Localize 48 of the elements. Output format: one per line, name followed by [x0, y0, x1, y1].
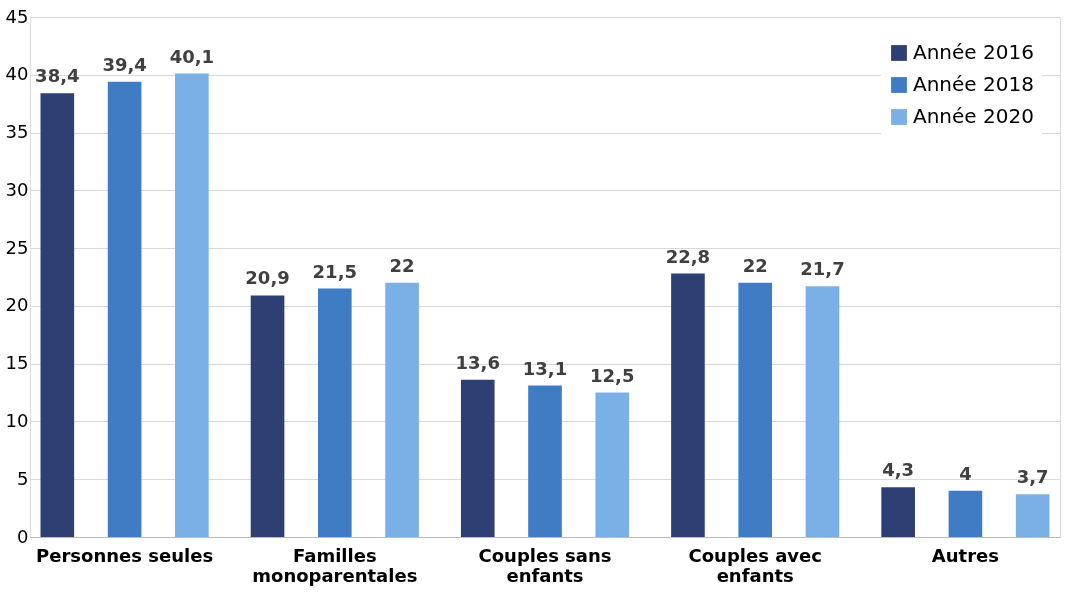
x-tick-label: Couples sans enfants	[478, 544, 612, 586]
bar	[738, 282, 773, 537]
y-tick-label: 10	[5, 409, 29, 431]
data-label: 39,4	[102, 53, 147, 75]
bar	[250, 295, 285, 537]
legend-label: Année 2020	[913, 104, 1034, 128]
data-label: 21,5	[312, 260, 358, 282]
data-label: 4	[959, 462, 972, 484]
data-label: 40,1	[169, 45, 215, 67]
bar	[317, 288, 352, 537]
y-tick-label: 20	[5, 294, 29, 316]
bar	[175, 73, 209, 537]
data-label: 20,9	[245, 267, 290, 289]
y-tick-label: 25	[5, 236, 29, 258]
legend-label: Année 2018	[913, 72, 1034, 96]
bar	[595, 392, 630, 537]
x-tick-label: Couples avec enfants	[688, 544, 822, 586]
data-label: 4,3	[882, 459, 915, 481]
x-tick-label: Personnes seules	[36, 544, 214, 566]
bar	[881, 487, 915, 537]
x-tick-label: Familles monoparentales	[252, 544, 418, 586]
bar	[948, 490, 983, 537]
bar	[460, 379, 495, 537]
y-tick-label: 45	[5, 5, 29, 27]
data-label: 22,8	[665, 245, 711, 267]
x-tick-label: Autres	[931, 544, 999, 566]
y-tick-label: 0	[17, 525, 29, 547]
bar	[107, 81, 142, 537]
y-tick-label: 35	[5, 121, 29, 143]
data-label: 22	[742, 254, 768, 276]
bar	[40, 93, 75, 537]
data-label: 22	[389, 254, 415, 276]
legend-label: Année 2016	[913, 40, 1034, 64]
data-label: 21,7	[800, 258, 845, 280]
bar	[528, 385, 562, 537]
data-label: 3,7	[1016, 466, 1049, 488]
data-label: 13,6	[455, 351, 500, 373]
y-tick-label: 15	[5, 352, 29, 374]
data-label: 38,4	[35, 65, 80, 87]
bar	[385, 282, 419, 537]
data-label: 13,1	[522, 357, 568, 379]
y-tick-label: 30	[5, 178, 29, 200]
bar	[1015, 494, 1050, 537]
data-label: 12,5	[590, 364, 635, 386]
bar	[805, 286, 840, 537]
y-tick-label: 40	[5, 63, 29, 85]
bar	[671, 273, 705, 537]
y-tick-label: 5	[17, 467, 29, 489]
